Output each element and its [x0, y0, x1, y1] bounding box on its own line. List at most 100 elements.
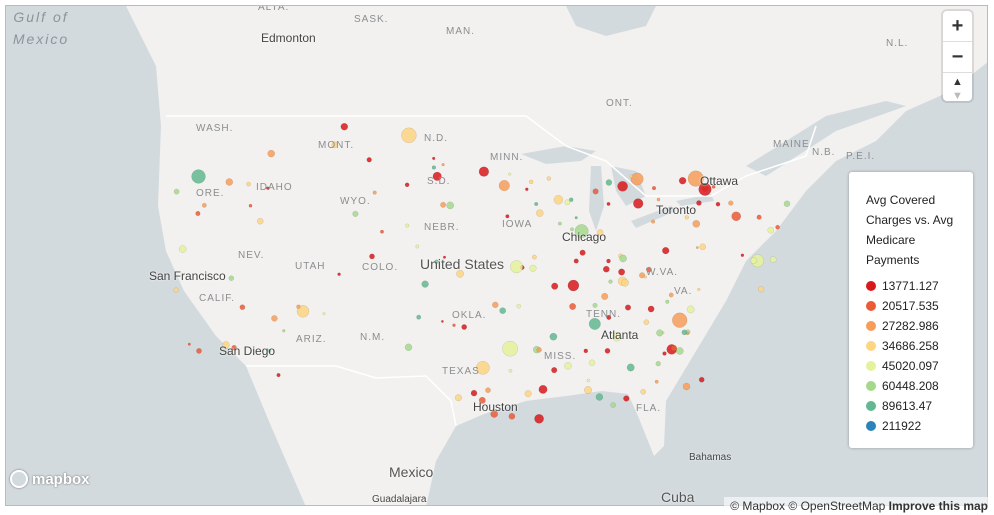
- hospital-dot: [434, 259, 439, 265]
- legend-item: 34686.258: [866, 336, 963, 356]
- hospital-dot: [574, 216, 578, 220]
- hospital-dot: [670, 344, 678, 352]
- place-label: W.VA.: [646, 267, 679, 278]
- hospital-dot: [629, 174, 633, 178]
- legend-swatch: [866, 401, 876, 411]
- place-label: NEV.: [238, 250, 265, 261]
- hospital-dot: [173, 188, 180, 195]
- hospital-dot: [557, 221, 562, 226]
- hospital-dot: [695, 246, 699, 250]
- hospital-dot: [195, 210, 201, 217]
- hospital-dot: [564, 199, 571, 206]
- compass-button[interactable]: ▲ ▼: [952, 76, 963, 102]
- attribution: © Mapbox © OpenStreetMap Improve this ma…: [724, 497, 994, 515]
- place-label: CALIF.: [199, 293, 236, 304]
- place-label: MISS.: [544, 351, 577, 362]
- legend-label: 13771.127: [882, 279, 939, 293]
- hospital-dot: [196, 348, 202, 354]
- hospital-dot: [618, 268, 626, 276]
- legend-swatch: [866, 341, 876, 351]
- attribution-link[interactable]: © Mapbox: [730, 499, 786, 513]
- logo-text: mapbox: [32, 470, 90, 488]
- city-label: Edmonton: [261, 31, 316, 45]
- hospital-dot: [456, 269, 465, 278]
- place-label: FLA.: [636, 403, 662, 414]
- hospital-dot: [442, 255, 447, 259]
- mapbox-logo[interactable]: mapbox: [10, 470, 90, 488]
- hospital-dot: [239, 304, 246, 311]
- hospital-dot: [478, 396, 486, 404]
- hospital-dot: [682, 382, 691, 391]
- legend-label: 27282.986: [882, 319, 939, 333]
- hospital-dot: [267, 149, 275, 158]
- hospital-dot: [490, 410, 499, 418]
- hospital-dot: [588, 317, 601, 330]
- hospital-dot: [546, 176, 552, 181]
- hospital-dot: [228, 275, 235, 281]
- zoom-in-button[interactable]: +: [943, 11, 972, 42]
- hospital-dot: [366, 157, 372, 163]
- hospital-dot: [681, 329, 688, 336]
- hospital-dot: [619, 254, 627, 263]
- hospital-dot: [508, 172, 512, 176]
- hospital-dot: [549, 332, 558, 341]
- hospital-dot: [630, 172, 644, 186]
- zoom-out-button[interactable]: −: [943, 42, 972, 73]
- hospital-dot: [191, 169, 206, 184]
- city-label: Houston: [473, 400, 518, 414]
- hospital-dot: [605, 179, 613, 186]
- hospital-dot: [431, 165, 437, 170]
- hospital-dot: [570, 227, 574, 232]
- legend-label: 34686.258: [882, 339, 939, 353]
- attribution-link[interactable]: © OpenStreetMap: [788, 499, 886, 513]
- hospital-dot: [783, 200, 791, 208]
- hospital-dot: [352, 210, 359, 217]
- legend-item: 89613.47: [866, 396, 963, 416]
- hospital-dot: [415, 244, 420, 249]
- hospital-dot: [601, 292, 609, 300]
- hospital-dot: [595, 393, 604, 401]
- legend-item: 13771.127: [866, 276, 963, 296]
- country-label: Cuba: [661, 489, 695, 505]
- hospital-dot: [257, 217, 264, 225]
- map[interactable]: ALTA. SASK. MAN. Edmonton N.L. ONT. WASH…: [5, 5, 988, 506]
- legend-swatch: [866, 421, 876, 431]
- hospital-dot: [536, 347, 542, 353]
- hospital-dot: [728, 200, 734, 206]
- hospital-dot: [454, 394, 462, 402]
- hospital-dot: [524, 390, 532, 398]
- hospital-dot: [592, 302, 598, 308]
- hospital-dot: [248, 203, 253, 208]
- hospital-dot: [698, 376, 705, 383]
- hospital-dot: [662, 351, 667, 356]
- legend-title: Avg Covered Charges vs. Avg Medicare Pay…: [866, 193, 954, 267]
- hospital-dot: [651, 185, 657, 191]
- place-label: ARIZ.: [296, 334, 327, 345]
- hospital-dot: [740, 253, 745, 257]
- city-label: Chicago: [562, 230, 607, 244]
- hospital-dot: [646, 266, 652, 273]
- hospital-dot: [187, 342, 191, 346]
- hospital-dot: [623, 395, 630, 402]
- hospital-dot: [573, 258, 579, 264]
- hospital-dot: [686, 305, 695, 314]
- city-label: Atlanta: [601, 328, 639, 342]
- hospital-dot: [767, 226, 775, 234]
- improve-link[interactable]: Improve this map: [888, 499, 988, 513]
- hospital-dot: [564, 362, 572, 370]
- map-canvas: [6, 6, 987, 505]
- legend-item: 211922: [866, 416, 963, 436]
- hospital-dot: [553, 195, 564, 205]
- city-label: Guadalajara: [372, 494, 427, 505]
- hospital-dot: [173, 287, 179, 293]
- hospital-dot: [687, 170, 704, 187]
- place-label: N.B.: [812, 147, 836, 158]
- place-label: TENN.: [586, 309, 621, 320]
- map-controls: + − ▲ ▼: [943, 11, 972, 102]
- hospital-dot: [643, 319, 650, 326]
- water-label: Gulf of Mexico: [12, 9, 70, 47]
- hospital-dot: [651, 219, 656, 224]
- hospital-dot: [276, 373, 281, 378]
- hospital-dot: [369, 253, 375, 260]
